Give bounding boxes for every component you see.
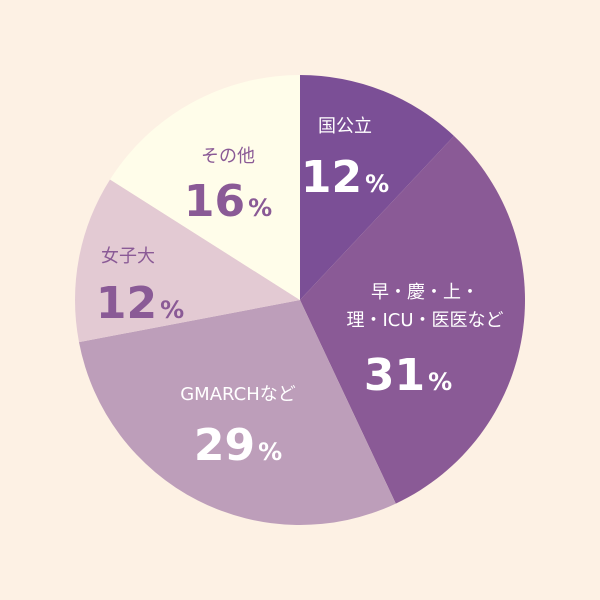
slice-value-number-1: 31: [364, 350, 425, 401]
slice-value-4: 16%: [184, 176, 272, 227]
pie-slice-3: [75, 179, 300, 343]
slice-value-2: 29%: [194, 420, 282, 471]
slice-value-percent-1: %: [428, 368, 452, 396]
slice-value-percent-3: %: [160, 296, 184, 324]
pie-slice-2: [78, 300, 396, 526]
slice-value-number-3: 12: [96, 278, 157, 329]
slice-value-1: 31%: [364, 350, 452, 401]
slice-label-4-line-0: その他: [201, 146, 255, 167]
slice-value-percent-2: %: [258, 438, 282, 466]
slice-label-0-line-0: 国公立: [318, 116, 372, 137]
slice-value-3: 12%: [96, 278, 184, 329]
slice-label-2-line-0: GMARCHなど: [180, 384, 296, 405]
slice-value-number-2: 29: [194, 420, 255, 471]
pie-slice-0: [300, 75, 455, 300]
pie-slice-1: [300, 135, 526, 504]
slice-value-number-4: 16: [184, 176, 245, 227]
slice-value-percent-0: %: [365, 170, 389, 198]
slice-label-3-line-0: 女子大: [101, 246, 155, 267]
slice-label-1-line-0: 早・慶・上・: [371, 282, 479, 303]
slice-label-1-line-1: 理・ICU・医医など: [346, 310, 503, 331]
slice-value-percent-4: %: [248, 194, 272, 222]
slice-value-number-0: 12: [301, 152, 362, 203]
slice-value-0: 12%: [301, 152, 389, 203]
pie-slice-4: [110, 75, 300, 300]
